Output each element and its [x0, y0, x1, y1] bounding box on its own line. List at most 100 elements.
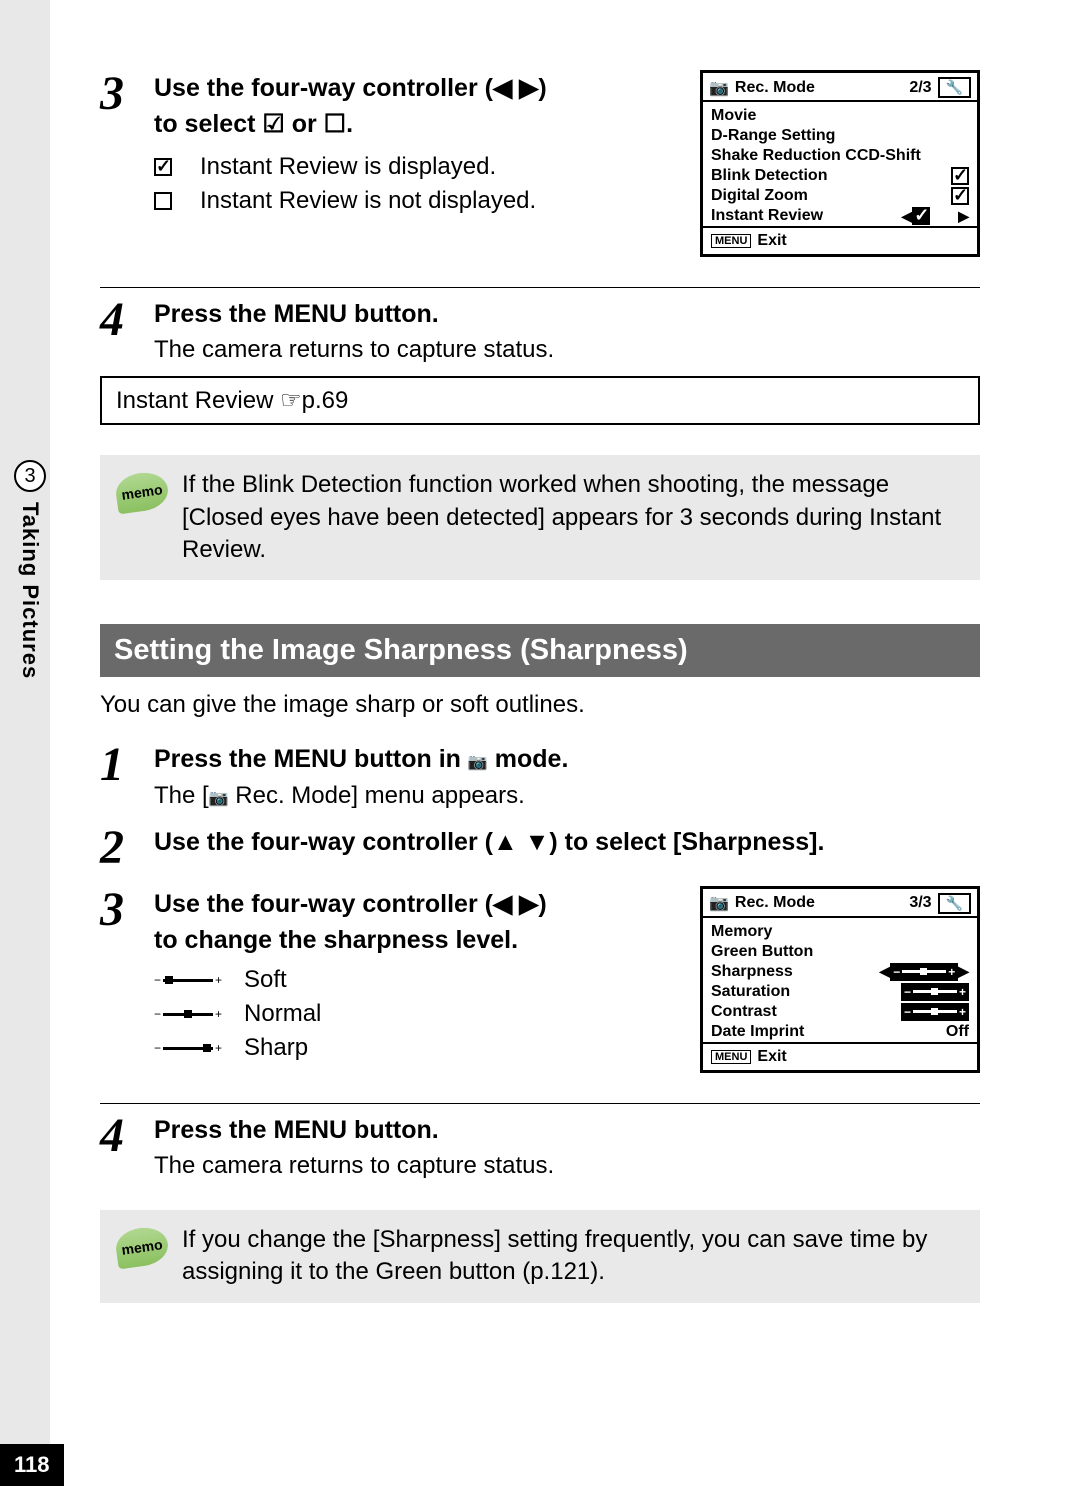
checkbox-unchecked-icon	[154, 192, 172, 210]
menu-shake-val: CCD-Shift	[845, 147, 921, 165]
level-normal: −+ Normal	[154, 1000, 682, 1028]
step-number: 4	[100, 296, 136, 344]
chapter-title: Taking Pictures	[17, 502, 43, 679]
menu-saturation: Saturation	[711, 983, 901, 1001]
menu-instant-review: Instant Review	[711, 207, 901, 225]
lcd-screen-recmode-2: Rec. Mode 2/3 Movie D-Range Setting Shak…	[700, 70, 980, 257]
right-arrow-icon: ▶	[958, 963, 969, 980]
checkbox-checked-icon	[951, 167, 969, 185]
option-checked: Instant Review is displayed.	[154, 153, 682, 181]
step-1-press-menu-mode: 1 Press the MENU button in mode. The [ R…	[100, 741, 980, 809]
memo-icon: memo	[114, 1224, 171, 1269]
step-2-select-sharpness: 2 Use the four-way controller (▲ ▼) to s…	[100, 824, 980, 872]
menu-blink: Blink Detection	[711, 167, 951, 185]
level-soft: −+ Soft	[154, 966, 682, 994]
section-intro: You can give the image sharp or soft out…	[100, 691, 980, 719]
option-checked-text: Instant Review is displayed.	[200, 153, 496, 181]
camera-icon	[709, 893, 729, 913]
level-soft-label: Soft	[244, 966, 287, 994]
menu-green-button: Green Button	[711, 943, 969, 961]
chapter-tab: 3 Taking Pictures	[14, 460, 46, 679]
slider-inverse-icon: −+	[901, 1003, 969, 1021]
camera-icon	[468, 745, 488, 773]
memo-icon: memo	[114, 470, 171, 515]
menu-button-label: MENU	[711, 234, 751, 248]
step-heading: Use the four-way controller (▲ ▼) to sel…	[154, 824, 980, 860]
slider-sharp-icon: −+	[154, 1041, 222, 1055]
checkbox-checked-inverse-icon	[912, 207, 930, 225]
memo-text: If the Blink Detection function worked w…	[182, 469, 964, 566]
step-sub: The [ Rec. Mode] menu appears.	[154, 782, 980, 810]
divider	[100, 287, 980, 288]
chapter-number: 3	[24, 465, 35, 488]
sub-part-b: Rec. Mode] menu appears.	[229, 782, 525, 809]
memo-note-blink: memo If the Blink Detection function wor…	[100, 455, 980, 580]
slider-inverse-icon: −+	[890, 963, 958, 981]
step-3-change-sharpness: 3 Use the four-way controller (◀ ▶) to c…	[100, 886, 980, 1073]
step-heading-line2: to select ☑ or ☐.	[154, 106, 682, 142]
memo-text: If you change the [Sharpness] setting fr…	[182, 1224, 964, 1289]
lcd-screen-recmode-3: Rec. Mode 3/3 Memory Green Button Sharpn…	[700, 886, 980, 1073]
step-heading-line2: to change the sharpness level.	[154, 922, 682, 958]
menu-date-imprint: Date Imprint	[711, 1023, 946, 1041]
divider	[100, 1103, 980, 1104]
slider-normal-icon: −+	[154, 1007, 222, 1021]
step-number: 2	[100, 824, 136, 872]
menu-button-label: MENU	[711, 1050, 751, 1064]
step-3-instant-review: 3 Use the four-way controller (◀ ▶) to s…	[100, 70, 980, 257]
page-number: 118	[0, 1444, 64, 1486]
wrench-icon	[946, 895, 963, 911]
side-strip	[0, 0, 50, 1486]
step-heading-line1: Use the four-way controller (◀ ▶)	[154, 886, 682, 922]
heading-part-b: mode.	[488, 745, 569, 773]
section-heading-sharpness: Setting the Image Sharpness (Sharpness)	[100, 624, 980, 677]
option-unchecked-text: Instant Review is not displayed.	[200, 187, 536, 215]
slider-inverse-icon: −+	[901, 983, 969, 1001]
slider-soft-icon: −+	[154, 973, 222, 987]
page-content: 3 Use the four-way controller (◀ ▶) to s…	[100, 70, 980, 1303]
step-heading-line1: Use the four-way controller (◀ ▶)	[154, 70, 682, 106]
exit-label: Exit	[757, 1048, 786, 1066]
chapter-number-circle: 3	[14, 460, 46, 492]
level-normal-label: Normal	[244, 1000, 321, 1028]
level-sharp-label: Sharp	[244, 1034, 308, 1062]
screen-page: 2/3	[909, 79, 931, 97]
wrench-icon	[946, 79, 963, 95]
sub-part-a: The [	[154, 782, 209, 809]
side-strip-inner	[50, 0, 62, 1486]
level-sharp: −+ Sharp	[154, 1034, 682, 1062]
menu-zoom: Digital Zoom	[711, 187, 951, 205]
step-sub: The camera returns to capture status.	[154, 1152, 980, 1180]
step-heading: Press the MENU button.	[154, 1112, 980, 1148]
step-sub: The camera returns to capture status.	[154, 336, 980, 364]
camera-icon	[709, 78, 729, 98]
heading-part-a: Press the MENU button in	[154, 745, 468, 773]
camera-icon	[209, 782, 229, 809]
step-number: 3	[100, 886, 136, 934]
screen-page: 3/3	[909, 894, 931, 912]
menu-drange: D-Range Setting	[711, 127, 969, 145]
right-arrow-icon: ▶	[958, 208, 969, 225]
step-number: 4	[100, 1112, 136, 1160]
menu-sharpness: Sharpness	[711, 963, 879, 981]
menu-shake: Shake Reduction	[711, 147, 841, 165]
left-arrow-icon: ◀	[901, 208, 912, 225]
menu-date-imprint-val: Off	[946, 1023, 969, 1041]
menu-movie: Movie	[711, 107, 969, 125]
reference-box: Instant Review ☞p.69	[100, 376, 980, 425]
checkbox-checked-icon	[154, 158, 172, 176]
menu-memory: Memory	[711, 923, 969, 941]
step-heading: Press the MENU button in mode.	[154, 741, 980, 777]
menu-contrast: Contrast	[711, 1003, 901, 1021]
memo-note-green-button: memo If you change the [Sharpness] setti…	[100, 1210, 980, 1303]
option-unchecked: Instant Review is not displayed.	[154, 187, 682, 215]
step-4-press-menu: 4 Press the MENU button. The camera retu…	[100, 296, 980, 425]
exit-label: Exit	[757, 232, 786, 250]
step-4-press-menu-2: 4 Press the MENU button. The camera retu…	[100, 1112, 980, 1180]
step-number: 1	[100, 741, 136, 789]
step-heading: Press the MENU button.	[154, 296, 980, 332]
screen-title: Rec. Mode	[735, 894, 903, 912]
step-number: 3	[100, 70, 136, 118]
left-arrow-icon: ◀	[879, 963, 890, 980]
screen-title: Rec. Mode	[735, 79, 903, 97]
